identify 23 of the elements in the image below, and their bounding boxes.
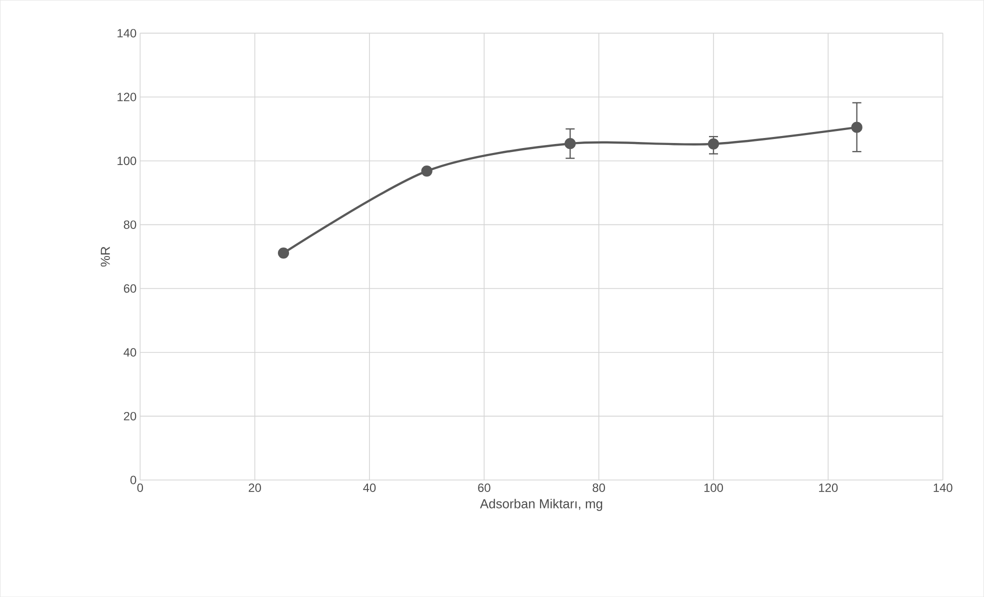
y-tick-label: 60: [124, 284, 136, 293]
x-axis-title: Adsorban Miktarı, mg: [480, 498, 602, 511]
point: [851, 122, 862, 133]
x-tick-label: 20: [248, 483, 261, 492]
y-tick-label: 100: [118, 156, 136, 165]
y-axis-title: %R: [100, 246, 110, 266]
y-tick-label: 140: [118, 28, 136, 38]
y-tick-label: 40: [124, 348, 136, 356]
y-tick-label: 120: [118, 92, 136, 102]
x-tick-label: 0: [137, 483, 144, 492]
x-tick-label: 100: [704, 483, 723, 492]
point: [278, 247, 290, 259]
y-tick-label: 20: [124, 412, 136, 420]
x-tick-label: 60: [478, 483, 490, 492]
point: [564, 138, 576, 150]
y-tick-label: 80: [124, 220, 136, 229]
x-tick-label: 40: [363, 483, 376, 492]
x-tick-label: 120: [819, 483, 838, 492]
point: [421, 165, 432, 177]
x-tick-label: 80: [592, 483, 606, 492]
point: [708, 138, 720, 150]
x-tick-label: 140: [934, 483, 952, 492]
y-tick-label: 0: [130, 476, 136, 484]
